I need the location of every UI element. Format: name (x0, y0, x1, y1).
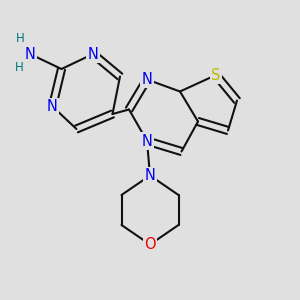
Text: O: O (144, 237, 156, 252)
Text: N: N (145, 168, 155, 183)
Text: N: N (142, 134, 152, 148)
Text: N: N (142, 72, 152, 87)
Text: N: N (47, 99, 58, 114)
Text: H: H (16, 32, 25, 46)
Text: H: H (15, 61, 24, 74)
Text: S: S (211, 68, 221, 82)
Text: N: N (25, 46, 35, 62)
Text: N: N (88, 46, 98, 62)
